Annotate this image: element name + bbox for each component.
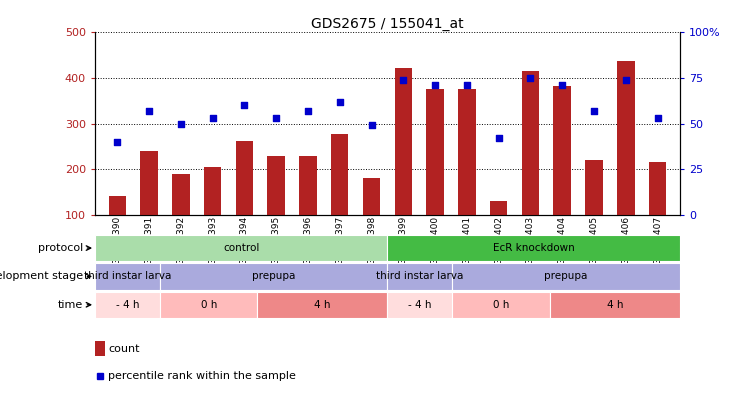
Title: GDS2675 / 155041_at: GDS2675 / 155041_at (311, 17, 463, 31)
Point (461, 82, 473, 89)
Text: time: time (58, 300, 83, 310)
Bar (426, 90, 444, 215)
Bar (649, 162, 667, 215)
Text: count: count (108, 344, 140, 354)
Bar (160, 292, 257, 318)
Text: development stage: development stage (0, 271, 83, 281)
Text: third instar larva: third instar larva (84, 271, 171, 281)
Point (652, 115, 664, 122)
Bar (140, 151, 158, 215)
Point (302, 108, 314, 114)
Bar (452, 263, 680, 290)
Text: 4 h: 4 h (607, 300, 623, 310)
Text: control: control (223, 243, 260, 253)
Bar (586, 160, 603, 215)
Point (525, 75, 537, 81)
Bar (172, 174, 189, 215)
Point (429, 82, 441, 89)
Bar (160, 263, 387, 290)
Bar (95, 235, 387, 261)
Bar (95, 341, 105, 356)
Point (175, 120, 186, 127)
Bar (108, 196, 126, 215)
Point (620, 77, 632, 83)
Point (334, 98, 346, 105)
Text: - 4 h: - 4 h (115, 300, 140, 310)
Text: percentile rank within the sample: percentile rank within the sample (108, 371, 296, 381)
Bar (235, 141, 253, 215)
Bar (299, 156, 317, 215)
Point (238, 102, 250, 109)
Bar (268, 156, 285, 215)
Bar (522, 71, 539, 215)
Bar (452, 292, 550, 318)
Point (143, 108, 155, 114)
Bar (395, 68, 412, 215)
Bar (490, 201, 507, 215)
Point (270, 115, 282, 122)
Point (588, 108, 600, 114)
Point (207, 115, 219, 122)
Text: 0 h: 0 h (493, 300, 510, 310)
Bar (617, 61, 635, 215)
Bar (387, 235, 680, 261)
Bar (331, 134, 349, 215)
Point (556, 82, 568, 89)
Text: 0 h: 0 h (200, 300, 217, 310)
Text: third instar larva: third instar larva (376, 271, 463, 281)
Text: EcR knockdown: EcR knockdown (493, 243, 575, 253)
Bar (553, 86, 571, 215)
Text: prepupa: prepupa (252, 271, 295, 281)
Bar (550, 292, 680, 318)
Point (493, 135, 504, 141)
Text: protocol: protocol (38, 243, 83, 253)
Point (366, 122, 377, 129)
Text: - 4 h: - 4 h (408, 300, 432, 310)
Text: 4 h: 4 h (314, 300, 330, 310)
Point (398, 77, 409, 83)
Bar (458, 90, 476, 215)
Bar (204, 167, 221, 215)
Bar (387, 263, 452, 290)
Text: prepupa: prepupa (545, 271, 588, 281)
Bar (363, 178, 380, 215)
Bar (95, 263, 160, 290)
Point (111, 139, 123, 145)
Bar (387, 292, 452, 318)
Bar (95, 292, 160, 318)
Bar (257, 292, 387, 318)
